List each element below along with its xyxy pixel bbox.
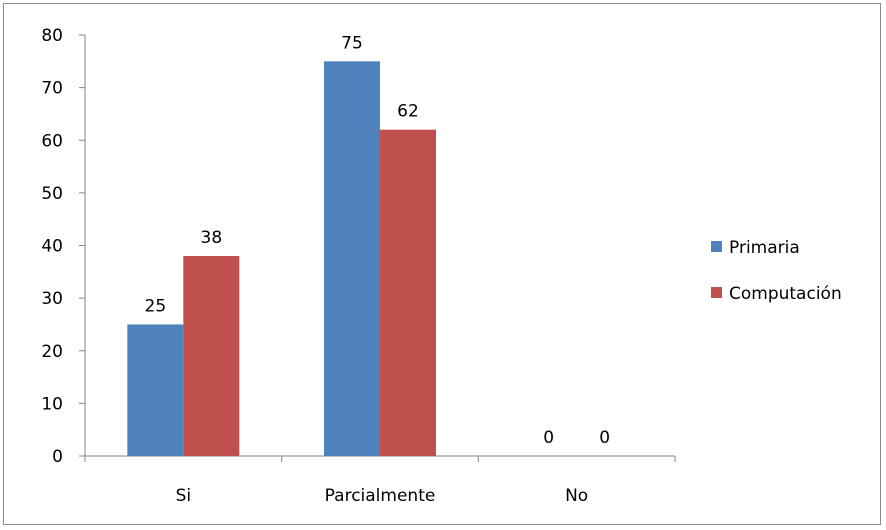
y-tick-label: 50: [41, 184, 63, 204]
bar: [183, 256, 240, 456]
data-label: 62: [397, 102, 419, 122]
y-tick-label: 80: [41, 26, 63, 46]
bars: [127, 61, 436, 456]
y-tick-label: 40: [41, 237, 63, 257]
legend-label: Computación: [729, 284, 842, 304]
legend: Primaria Computación: [711, 238, 842, 304]
data-label: 0: [543, 428, 554, 448]
legend-swatch: [711, 241, 722, 252]
x-tick-label: No: [565, 486, 588, 506]
data-label: 0: [599, 428, 610, 448]
legend-swatch: [711, 287, 722, 298]
bar: [127, 324, 184, 456]
y-tick-label: 60: [41, 131, 63, 151]
y-tick-label: 0: [52, 447, 63, 467]
bar: [380, 129, 436, 456]
data-label: 25: [145, 296, 167, 316]
legend-label: Primaria: [729, 238, 800, 258]
data-labels: 25 38 75 62 0 0: [145, 33, 611, 448]
data-label: 75: [341, 33, 363, 53]
x-tick-label: Parcialmente: [325, 486, 436, 506]
y-tick-label: 30: [41, 289, 63, 309]
y-tick-label: 20: [41, 342, 63, 362]
y-tick-label: 10: [41, 394, 63, 414]
bar: [324, 61, 380, 456]
data-label: 38: [201, 228, 223, 248]
y-tick-label: 70: [41, 79, 63, 99]
x-tick-label: Si: [176, 486, 192, 506]
